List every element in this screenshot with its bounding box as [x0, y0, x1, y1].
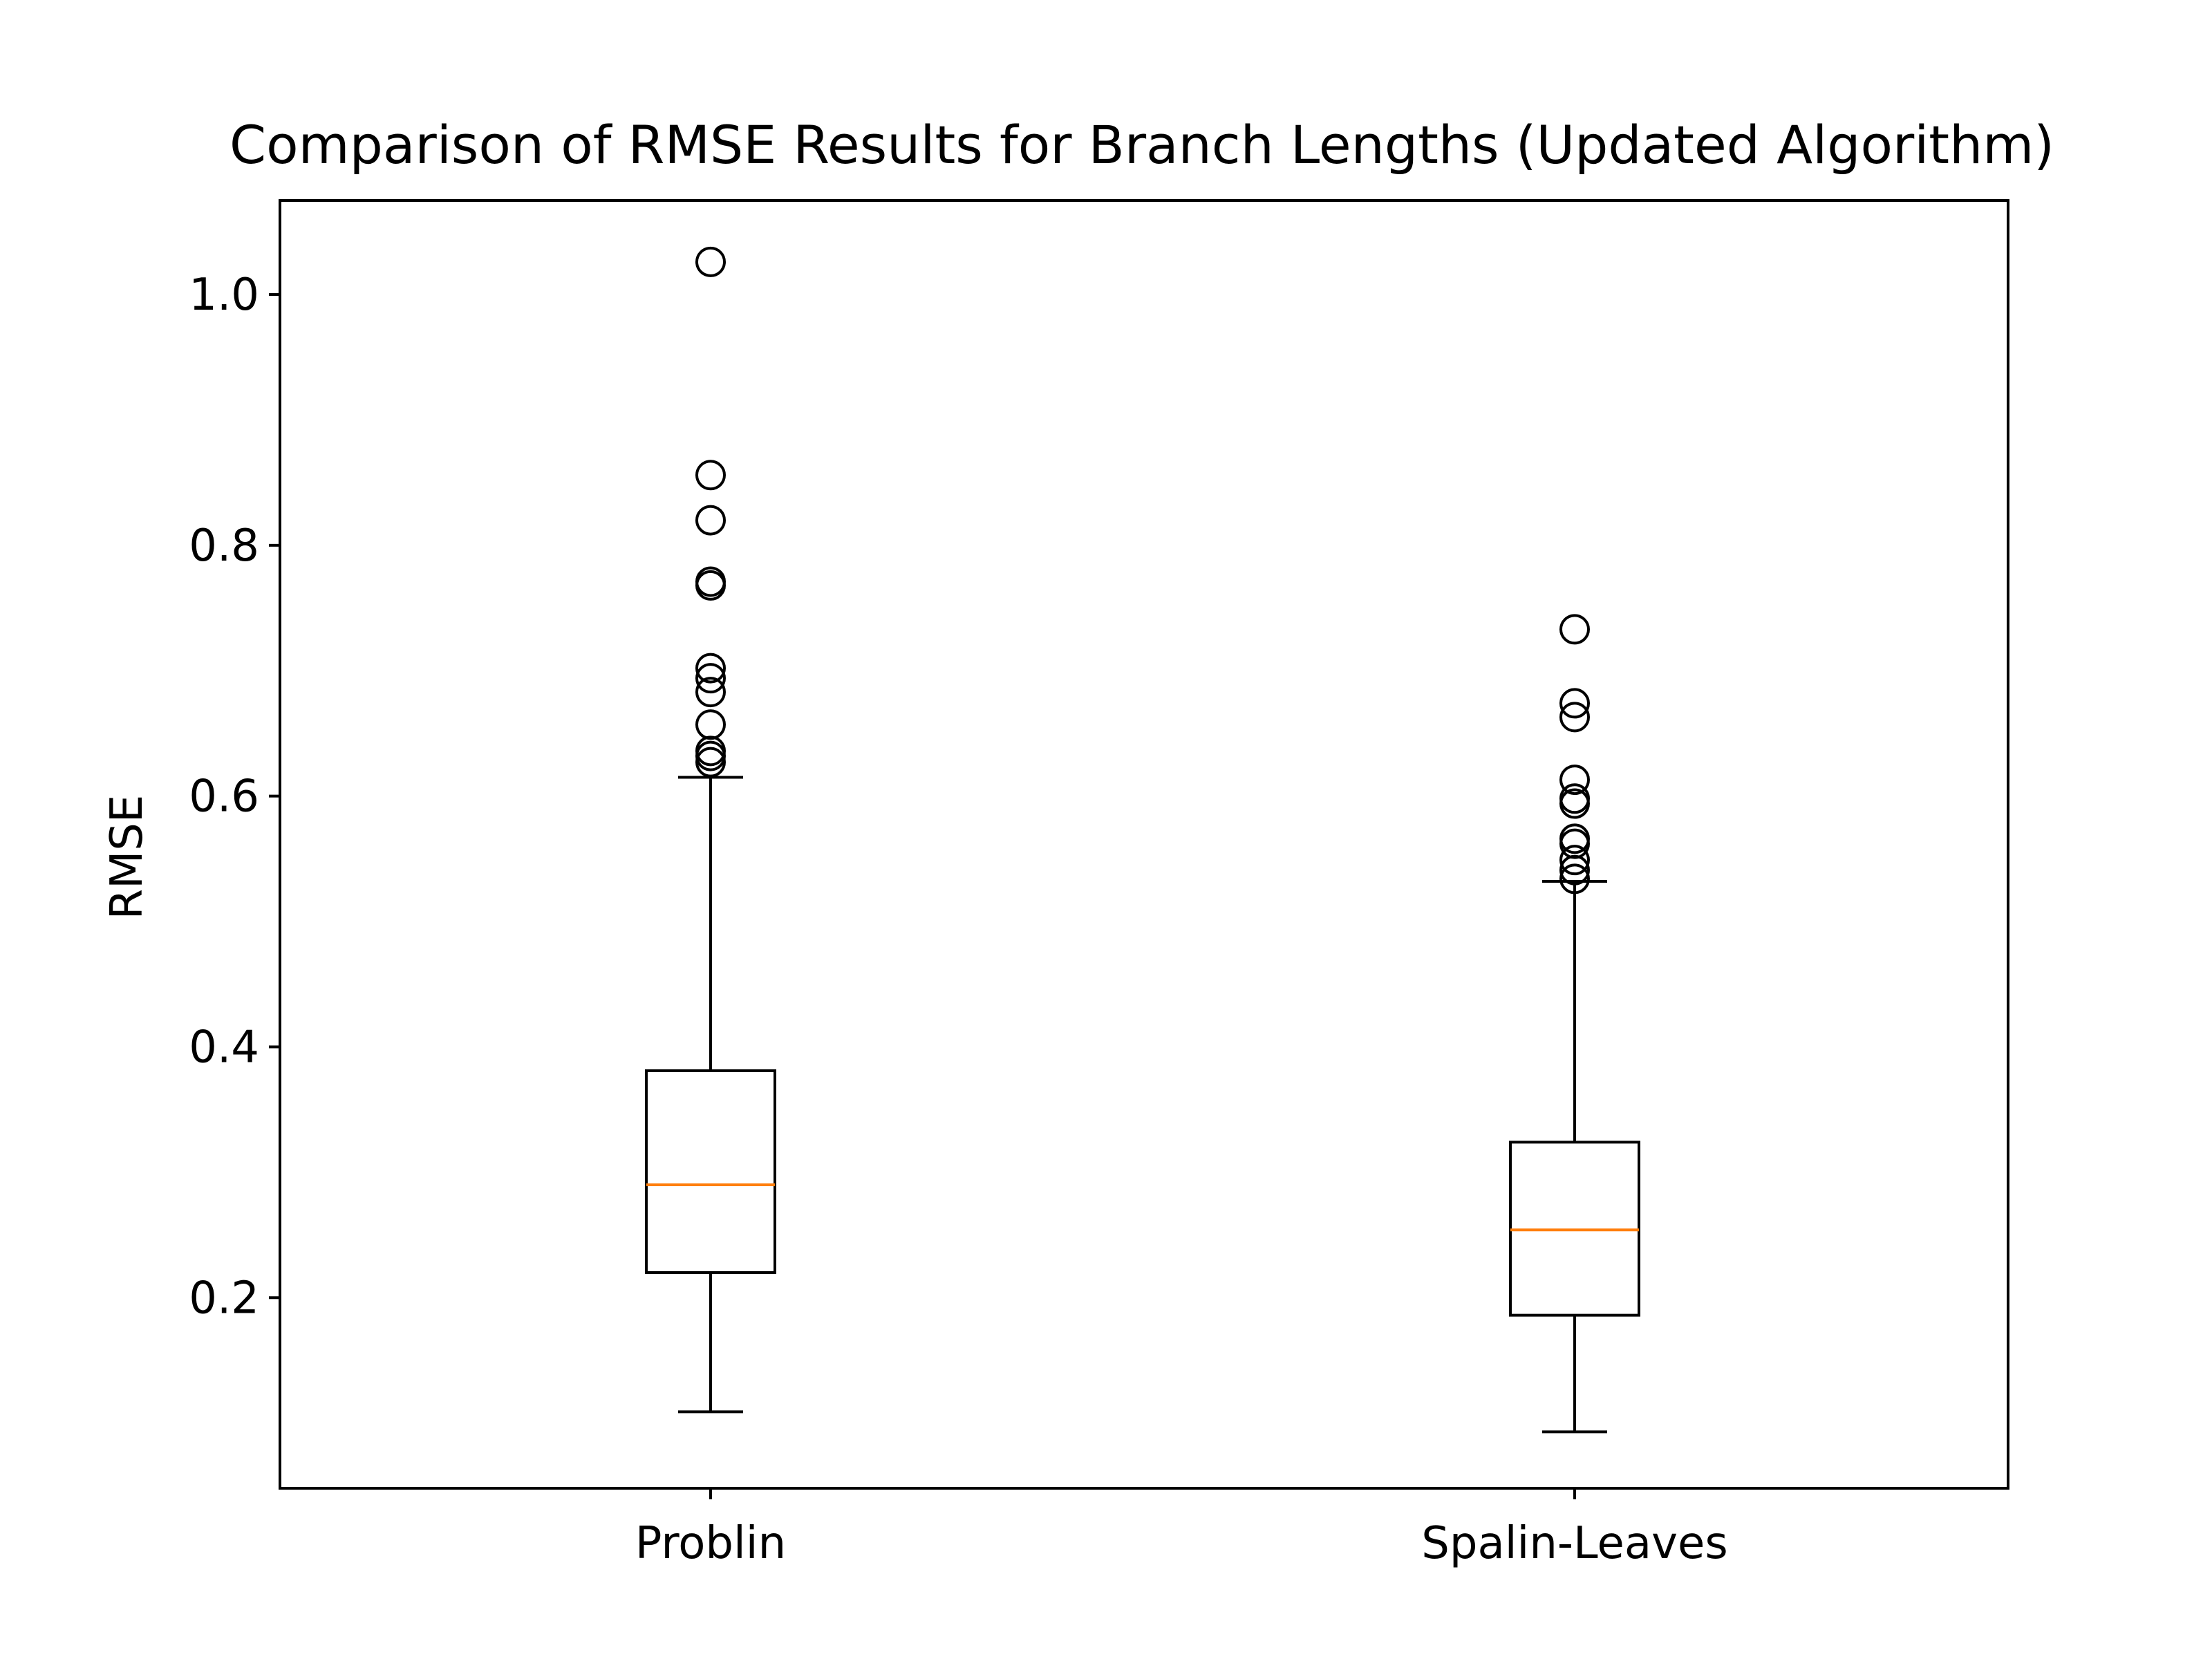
outlier-point [695, 709, 726, 740]
outlier-point [1559, 688, 1590, 719]
y-tick-label: 0.2 [189, 1273, 259, 1324]
chart-title: Comparison of RMSE Results for Branch Le… [229, 114, 2054, 176]
outlier-point [1559, 702, 1590, 733]
y-tick-label: 0.6 [189, 771, 259, 823]
outlier-point [695, 566, 726, 597]
outlier-point [1559, 614, 1590, 645]
outlier-point [1559, 765, 1590, 796]
outlier-point [695, 663, 726, 694]
y-axis-label: RMSE [102, 795, 153, 920]
outlier-point [695, 505, 726, 536]
outlier-point [695, 653, 726, 684]
outlier-point [695, 677, 726, 708]
outlier-point [695, 246, 726, 277]
axes-frame [279, 199, 2009, 1490]
outlier-point [1559, 823, 1590, 854]
x-tick-label: Spalin-Leaves [1421, 1518, 1727, 1569]
x-tick-label: Problin [635, 1518, 786, 1569]
iqr-box [645, 1069, 776, 1274]
outlier-point [1559, 863, 1590, 894]
y-tick-label: 0.4 [189, 1022, 259, 1073]
y-tick-label: 0.8 [189, 521, 259, 572]
outlier-point [1559, 845, 1590, 876]
outlier-point [1559, 783, 1590, 814]
y-tick-label: 1.0 [189, 270, 259, 321]
plot-area: 0.2 0.4 0.6 0.8 1.0 Problin Spalin-Leaves [189, 199, 2009, 1569]
outlier-point [695, 460, 726, 491]
